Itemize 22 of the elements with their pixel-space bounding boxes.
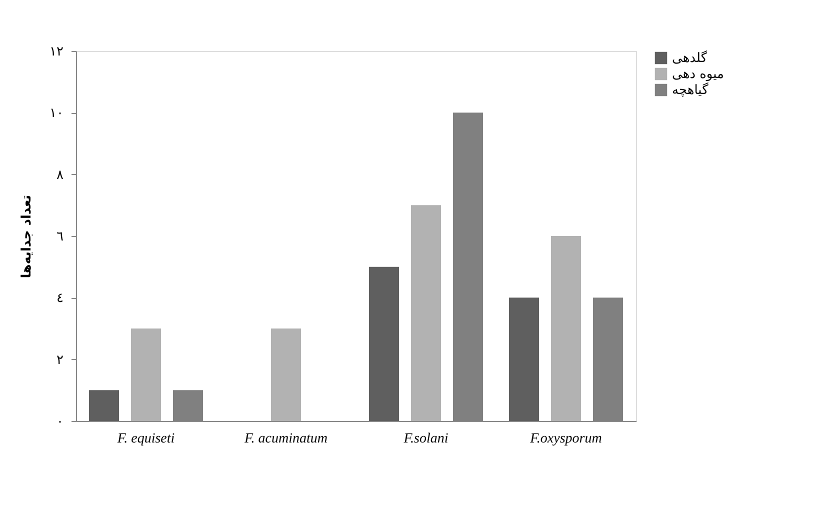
bar — [131, 328, 161, 421]
y-tick-label: ٨ — [56, 168, 64, 183]
y-tick-label: ٠ — [56, 414, 64, 430]
y-tick-label: ١٠ — [50, 106, 64, 122]
bar — [551, 236, 581, 421]
x-tick-label: F. equiseti — [116, 432, 175, 446]
y-axis-title: تعداد جدایه‌ها — [20, 194, 35, 278]
legend-label: گیاهچه — [672, 82, 710, 98]
y-tick-label: ١٢ — [50, 44, 64, 60]
x-tick-label: F. acuminatum — [244, 432, 328, 446]
x-tick-label: F.solani — [402, 432, 448, 446]
bar — [509, 298, 539, 421]
bar — [411, 205, 441, 421]
y-tick-label: ٦ — [56, 230, 64, 244]
y-tick-label: ٢ — [56, 352, 64, 368]
y-tick-label: ٤ — [56, 291, 64, 306]
legend-label: گلدهی — [672, 50, 708, 66]
x-tick-label: F.oxysporum — [529, 432, 602, 446]
bar — [271, 328, 301, 421]
bar — [89, 390, 119, 421]
bar — [369, 266, 399, 421]
legend-label: میوه دهی — [672, 67, 724, 82]
